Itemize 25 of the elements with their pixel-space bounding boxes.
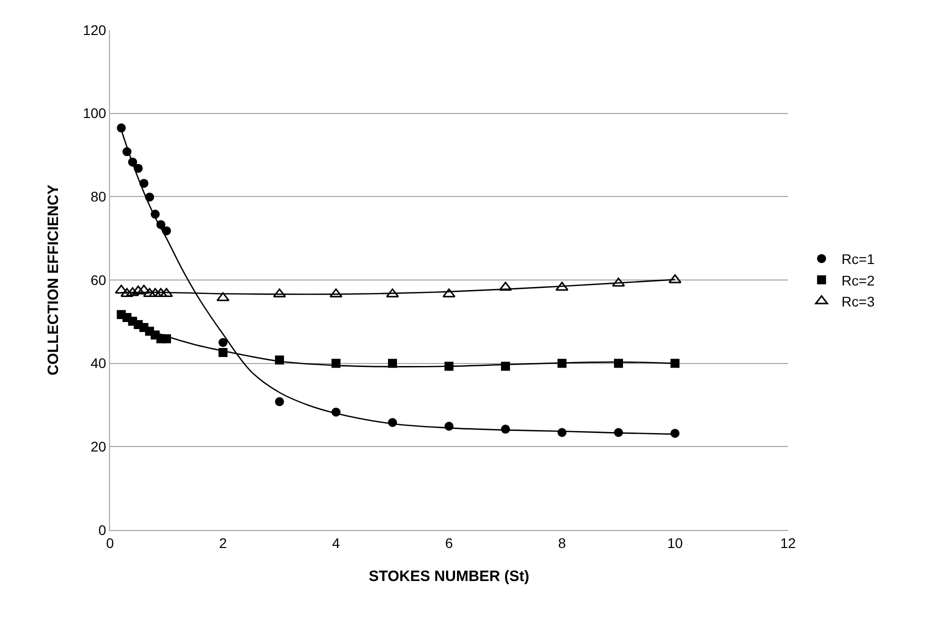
point [670, 358, 680, 368]
x-axis-title: STOKES NUMBER (St) [368, 568, 530, 585]
legend-label: Rc=1 [842, 251, 875, 268]
y-tick-label: 120 [82, 22, 106, 38]
point [218, 338, 228, 347]
y-tick-label: 20 [90, 438, 106, 455]
legend-label: Rc=2 [842, 272, 875, 288]
y-tick-label: 60 [90, 272, 106, 288]
x-tick-label: 2 [219, 534, 228, 551]
x-tick-label: 10 [667, 534, 683, 551]
y-tick-label: 40 [90, 355, 106, 372]
y-tick-label: 0 [98, 522, 106, 538]
y-tick-label: 80 [90, 188, 106, 205]
x-tick-label: 12 [780, 534, 796, 551]
point [114, 284, 128, 294]
x-tick-label: 6 [445, 534, 454, 551]
point [126, 287, 140, 296]
legend-label: Rc=3 [842, 293, 875, 310]
x-tick-label: 8 [558, 534, 566, 551]
y-axis-title: COLLECTION EFFICIENCY [45, 184, 62, 376]
point [116, 123, 126, 132]
point [275, 397, 284, 406]
point [137, 284, 150, 294]
x-tick-label: 4 [332, 534, 340, 551]
y-tick-label: 100 [82, 105, 106, 122]
